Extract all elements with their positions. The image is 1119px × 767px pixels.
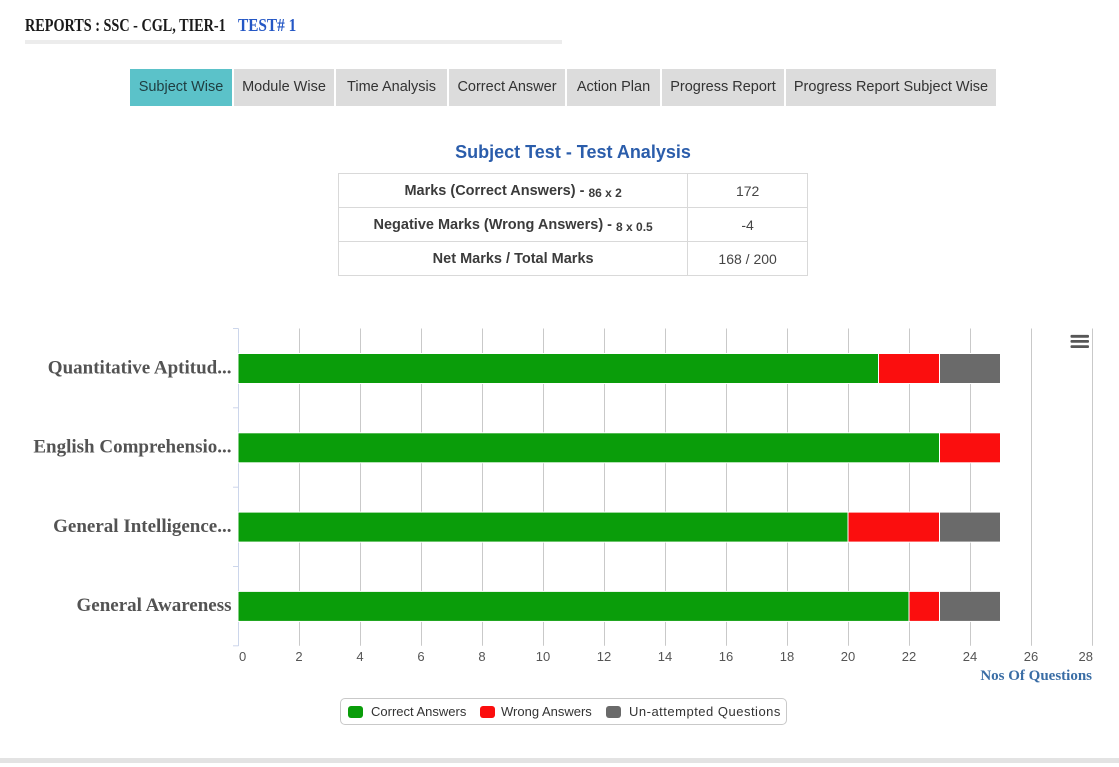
svg-text:12: 12 xyxy=(597,649,611,664)
svg-text:6: 6 xyxy=(417,649,424,664)
svg-text:2: 2 xyxy=(295,649,302,664)
svg-text:24: 24 xyxy=(963,649,977,664)
svg-text:4: 4 xyxy=(356,649,363,664)
svg-text:18: 18 xyxy=(780,649,794,664)
svg-text:26: 26 xyxy=(1024,649,1038,664)
svg-text:English Comprehensio...: English Comprehensio... xyxy=(33,437,231,458)
svg-text:Nos Of Questions: Nos Of Questions xyxy=(980,668,1092,684)
svg-text:28: 28 xyxy=(1079,649,1093,664)
svg-text:22: 22 xyxy=(902,649,916,664)
svg-text:20: 20 xyxy=(841,649,855,664)
svg-text:16: 16 xyxy=(719,649,733,664)
svg-text:14: 14 xyxy=(658,649,672,664)
svg-text:0: 0 xyxy=(239,649,246,664)
svg-text:8: 8 xyxy=(478,649,485,664)
svg-text:General Awareness: General Awareness xyxy=(77,595,232,616)
svg-text:Quantitative Aptitud...: Quantitative Aptitud... xyxy=(48,357,232,378)
svg-text:General Intelligence...: General Intelligence... xyxy=(53,516,231,537)
svg-text:10: 10 xyxy=(536,649,550,664)
